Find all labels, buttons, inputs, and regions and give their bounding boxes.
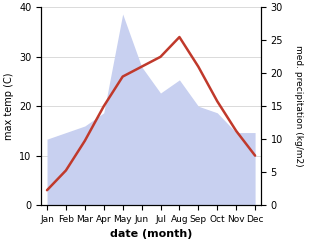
Y-axis label: max temp (C): max temp (C) [4,72,14,140]
Y-axis label: med. precipitation (kg/m2): med. precipitation (kg/m2) [294,45,303,167]
X-axis label: date (month): date (month) [110,229,192,239]
